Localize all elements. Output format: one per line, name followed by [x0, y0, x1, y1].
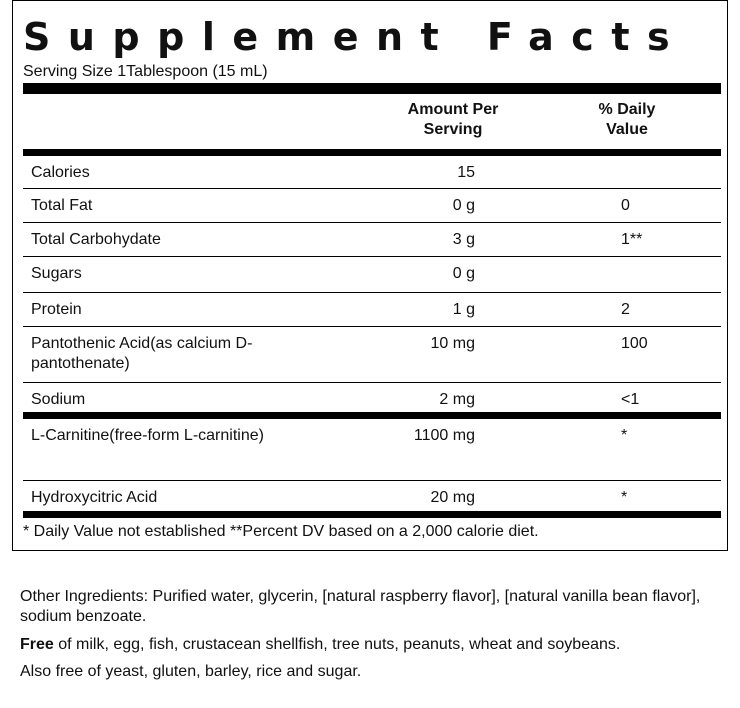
free-of: Free of milk, egg, fish, crustacean shel…: [20, 635, 720, 655]
daily-value: 1**: [621, 231, 643, 248]
footnote: * Daily Value not established **Percent …: [23, 523, 539, 540]
nutrient-rows: Calories 15 Total Fat 0 g 0 Total Carbohydate…: [23, 156, 721, 518]
amount: 1 g: [452, 301, 475, 318]
amount: 15: [457, 164, 475, 181]
also-free: Also free of yeast, gluten, barley, rice…: [20, 663, 362, 680]
nutrient-row: Sugars 0 g: [23, 257, 721, 293]
other-ingredients: Other Ingredients: Purified water, glyce…: [20, 588, 701, 625]
nutrient-row: Hydroxycitric Acid 20 mg *: [23, 481, 721, 518]
amount: 3 g: [452, 231, 475, 248]
amount: 0 g: [452, 197, 475, 214]
dv-header: % Daily Value: [598, 101, 656, 138]
nutrient-name: Sugars: [31, 265, 82, 282]
nutrient-row: Protein 1 g 2: [23, 293, 721, 327]
nutrient-row: Total Carbohydate 3 g 1**: [23, 223, 721, 257]
free-text: of milk, egg, fish, crustacean shellfish…: [53, 636, 621, 653]
nutrient-name: Total Carbohydate: [31, 231, 161, 248]
daily-value: <1: [621, 391, 640, 408]
facts-panel: Supplement Facts Serving Size 1Tablespoo…: [12, 0, 728, 551]
amount-header: Amount Per Serving: [407, 101, 499, 138]
nutrient-row: Pantothenic Acid(as calcium D-pantothena…: [23, 327, 721, 383]
nutrient-name: Protein: [31, 301, 82, 318]
amount: 1100 mg: [413, 427, 475, 444]
amount: 20 mg: [430, 489, 475, 506]
free-bold: Free: [20, 636, 54, 653]
title: Supplement Facts: [23, 15, 688, 59]
nutrient-row: Calories 15: [23, 156, 721, 189]
amount: 10 mg: [430, 335, 475, 352]
amount: 0 g: [452, 265, 475, 282]
nutrient-name: Sodium: [31, 391, 86, 408]
column-header: Amount Per Serving % Daily Value: [23, 94, 721, 149]
nutrient-row: L-Carnitine(free-form L-carnitine) 1100 m…: [23, 419, 721, 481]
divider: [23, 83, 721, 94]
daily-value: 100: [621, 335, 648, 352]
nutrient-name: Pantothenic Acid(as calcium D-pantothena…: [31, 335, 253, 372]
daily-value: 2: [621, 301, 630, 318]
nutrient-row: Sodium 2 mg <1: [23, 383, 721, 419]
amount: 2 mg: [439, 391, 475, 408]
nutrient-name: Calories: [31, 164, 90, 181]
daily-value: 0: [621, 197, 630, 214]
daily-value: *: [621, 427, 628, 444]
nutrient-row: Total Fat 0 g 0: [23, 189, 721, 223]
nutrient-name: L-Carnitine(free-form L-carnitine): [31, 427, 264, 444]
daily-value: *: [621, 489, 628, 506]
serving-size: Serving Size 1Tablespoon (15 mL): [23, 63, 268, 80]
nutrient-name: Hydroxycitric Acid: [31, 489, 158, 506]
nutrient-name: Total Fat: [31, 197, 93, 214]
divider: [23, 149, 721, 156]
